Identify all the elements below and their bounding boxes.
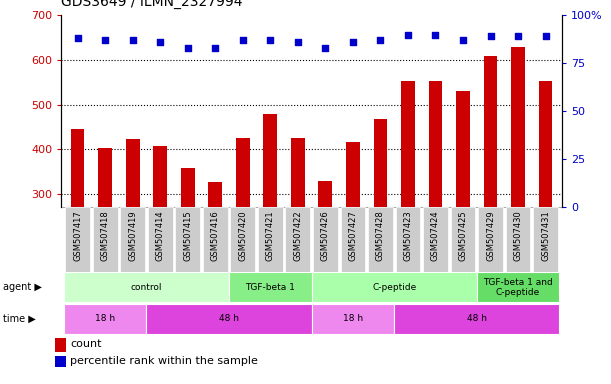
Text: GSM507420: GSM507420 [238,210,247,261]
Text: GSM507425: GSM507425 [458,210,467,261]
Point [541,33,551,40]
Text: GSM507417: GSM507417 [73,210,82,261]
Bar [428,81,442,207]
Text: 48 h: 48 h [467,314,487,323]
Bar [147,303,312,334]
Point [486,33,496,40]
Bar [203,207,228,271]
Point [431,31,441,38]
Bar [506,207,530,271]
Text: GSM507426: GSM507426 [321,210,330,261]
Bar [423,207,448,271]
Bar [263,114,277,207]
Text: GSM507423: GSM507423 [403,210,412,261]
Bar [373,119,387,207]
Point [100,37,110,43]
Text: agent ▶: agent ▶ [3,282,42,292]
Text: C-peptide: C-peptide [372,283,416,292]
Bar [478,207,503,271]
Point [403,31,413,38]
Point [183,45,192,51]
Text: TGF-beta 1 and
C-peptide: TGF-beta 1 and C-peptide [483,278,553,297]
Bar [175,207,200,271]
Bar [318,181,332,207]
Point [293,39,302,45]
Text: GSM507414: GSM507414 [156,210,165,261]
Text: GDS3649 / ILMN_2327994: GDS3649 / ILMN_2327994 [61,0,243,9]
Text: GSM507422: GSM507422 [293,210,302,261]
Bar [120,207,145,271]
Point [238,37,247,43]
Bar [229,272,312,302]
Point [321,45,331,51]
Point [128,37,137,43]
Bar [64,272,229,302]
Bar [477,272,559,302]
Bar [208,182,222,207]
Text: GSM507421: GSM507421 [266,210,275,261]
Text: GSM507415: GSM507415 [183,210,192,261]
Text: 18 h: 18 h [343,314,363,323]
Point [376,37,386,43]
Bar [153,146,167,207]
Bar [451,207,475,271]
Bar [291,138,305,207]
Bar [55,356,66,367]
Point [348,39,358,45]
Text: TGF-beta 1: TGF-beta 1 [246,283,295,292]
Bar [312,303,394,334]
Bar [126,139,139,207]
Text: percentile rank within the sample: percentile rank within the sample [70,356,258,366]
Bar [539,81,552,207]
Bar [236,138,250,207]
Bar [340,207,365,271]
Bar [230,207,255,271]
Bar [401,81,415,207]
Bar [533,207,558,271]
Text: time ▶: time ▶ [3,314,36,324]
Point [155,39,165,45]
Bar [55,338,66,353]
Point [513,33,523,40]
Bar [285,207,310,271]
Point [210,45,220,51]
Bar [148,207,172,271]
Bar [511,46,525,207]
Bar [346,142,360,207]
Text: GSM507431: GSM507431 [541,210,550,261]
Bar [368,207,393,271]
Bar [64,303,147,334]
Bar [258,207,283,271]
Point [265,37,275,43]
Text: GSM507427: GSM507427 [348,210,357,261]
Text: GSM507430: GSM507430 [514,210,522,261]
Text: 48 h: 48 h [219,314,239,323]
Point [73,35,82,41]
Text: GSM507428: GSM507428 [376,210,385,261]
Text: GSM507418: GSM507418 [101,210,109,261]
Bar [484,56,497,207]
Bar [313,207,338,271]
Point [458,37,468,43]
Bar [181,168,195,207]
Bar [65,207,90,271]
Text: 18 h: 18 h [95,314,115,323]
Bar [395,207,420,271]
Bar [456,91,470,207]
Text: GSM507429: GSM507429 [486,210,495,261]
Text: GSM507419: GSM507419 [128,210,137,261]
Text: GSM507416: GSM507416 [211,210,220,261]
Text: control: control [131,283,162,292]
Text: count: count [70,339,102,349]
Bar [394,303,559,334]
Bar [98,148,112,207]
Bar [93,207,117,271]
Bar [312,272,477,302]
Bar [71,129,84,207]
Text: GSM507424: GSM507424 [431,210,440,261]
